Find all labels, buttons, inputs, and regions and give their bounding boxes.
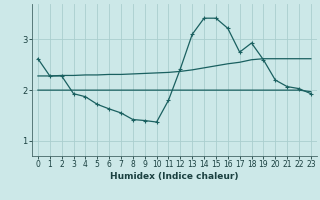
X-axis label: Humidex (Indice chaleur): Humidex (Indice chaleur): [110, 172, 239, 181]
